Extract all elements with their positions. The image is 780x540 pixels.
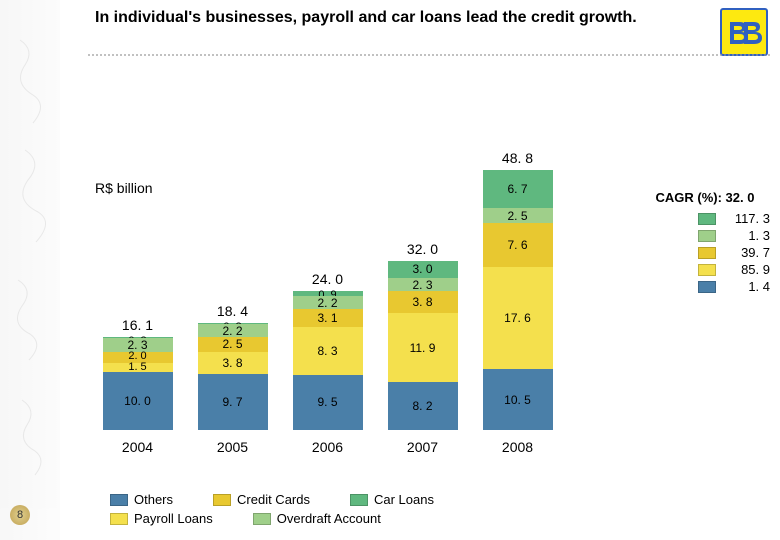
bar-segment-others: 9. 5 — [293, 375, 363, 430]
cagr-row: 85. 9 — [640, 262, 770, 277]
cagr-swatch — [698, 230, 716, 242]
bar-segment-others: 8. 2 — [388, 382, 458, 430]
bar-total: 16. 1 — [103, 317, 173, 333]
cagr-swatch — [698, 213, 716, 225]
legend-swatch — [110, 494, 128, 506]
legend-row: Others Credit Cards Car Loans — [110, 492, 434, 507]
bar-segment-credit_cards: 7. 6 — [483, 223, 553, 267]
x-category: 2007 — [388, 439, 458, 455]
bar-segment-others: 10. 5 — [483, 369, 553, 430]
segment-value: 3. 1 — [317, 311, 337, 325]
legend: Others Credit Cards Car Loans Payroll Loans… — [110, 492, 434, 530]
bar-segment-overdraft: 2. 5 — [483, 208, 553, 223]
bar: 18. 40. 22. 22. 53. 89. 7 — [198, 323, 268, 430]
legend-label: Credit Cards — [237, 492, 310, 507]
legend-row: Payroll Loans Overdraft Account — [110, 511, 434, 526]
legend-swatch — [213, 494, 231, 506]
bar: 24. 00. 92. 23. 18. 39. 5 — [293, 291, 363, 430]
cagr-panel: CAGR (%): 32. 0 117. 3 1. 3 39. 7 85. 9 1. 4 — [640, 190, 770, 294]
legend-item: Others — [110, 492, 173, 507]
segment-value: 2. 5 — [222, 337, 242, 351]
cagr-value: 117. 3 — [722, 211, 770, 226]
segment-value: 6. 7 — [507, 182, 527, 196]
x-category: 2005 — [198, 439, 268, 455]
bar: 32. 03. 02. 33. 811. 98. 2 — [388, 261, 458, 430]
segment-value: 3. 8 — [412, 295, 432, 309]
x-category: 2004 — [103, 439, 173, 455]
cagr-row: 1. 3 — [640, 228, 770, 243]
segment-value: 3. 8 — [222, 356, 242, 370]
bar-segment-payroll: 17. 6 — [483, 267, 553, 369]
bar-segment-overdraft: 2. 2 — [198, 324, 268, 337]
bar-total: 48. 8 — [483, 150, 553, 166]
bar-total: 18. 4 — [198, 303, 268, 319]
bar-segment-car_loans: 3. 0 — [388, 261, 458, 278]
x-category: 2006 — [293, 439, 363, 455]
bar-segment-credit_cards: 2. 5 — [198, 337, 268, 352]
segment-value: 9. 7 — [222, 395, 242, 409]
stacked-bar-chart: 200416. 10. 32. 32. 01. 510. 0200518. 40… — [95, 140, 575, 460]
legend-item: Payroll Loans — [110, 511, 213, 526]
cagr-value: 39. 7 — [722, 245, 770, 260]
segment-value: 17. 6 — [504, 311, 531, 325]
segment-value: 7. 6 — [507, 238, 527, 252]
segment-value: 8. 3 — [317, 344, 337, 358]
cagr-title: CAGR (%): 32. 0 — [640, 190, 770, 205]
segment-value: 9. 5 — [317, 395, 337, 409]
decorative-left-panel — [0, 0, 60, 540]
page-title: In individual's businesses, payroll and … — [95, 8, 710, 27]
legend-label: Car Loans — [374, 492, 434, 507]
cagr-swatch — [698, 264, 716, 276]
bar-segment-others: 9. 7 — [198, 374, 268, 430]
segment-value: 11. 9 — [410, 341, 436, 355]
bar-total: 24. 0 — [293, 271, 363, 287]
bar-segment-credit_cards: 3. 1 — [293, 309, 363, 327]
legend-swatch — [350, 494, 368, 506]
cagr-value: 1. 3 — [722, 228, 770, 243]
brand-logo — [720, 8, 768, 56]
legend-item: Car Loans — [350, 492, 434, 507]
page-number-badge: 8 — [10, 505, 30, 525]
bar-segment-payroll: 3. 8 — [198, 352, 268, 374]
bar-total: 32. 0 — [388, 241, 458, 257]
segment-value: 10. 0 — [124, 394, 151, 408]
segment-value: 2. 5 — [507, 209, 527, 223]
legend-item: Overdraft Account — [253, 511, 381, 526]
cagr-row: 39. 7 — [640, 245, 770, 260]
bar-segment-credit_cards: 3. 8 — [388, 291, 458, 313]
legend-label: Others — [134, 492, 173, 507]
segment-value: 2. 0 — [128, 350, 146, 362]
bar-segment-payroll: 8. 3 — [293, 327, 363, 375]
bar-segment-overdraft: 2. 2 — [293, 296, 363, 309]
legend-swatch — [253, 513, 271, 525]
legend-item: Credit Cards — [213, 492, 310, 507]
segment-value: 3. 0 — [412, 262, 432, 276]
dotted-divider — [88, 54, 770, 56]
cagr-swatch — [698, 281, 716, 293]
x-category: 2008 — [483, 439, 553, 455]
segment-value: 10. 5 — [504, 393, 531, 407]
bar: 16. 10. 32. 32. 01. 510. 0 — [103, 337, 173, 430]
legend-label: Payroll Loans — [134, 511, 213, 526]
cagr-row: 117. 3 — [640, 211, 770, 226]
bar-segment-car_loans: 6. 7 — [483, 170, 553, 209]
title-bar: In individual's businesses, payroll and … — [95, 8, 710, 27]
bar-segment-overdraft: 2. 3 — [388, 278, 458, 291]
legend-label: Overdraft Account — [277, 511, 381, 526]
bar-segment-payroll: 11. 9 — [388, 313, 458, 382]
bar-segment-others: 10. 0 — [103, 372, 173, 430]
cagr-value: 1. 4 — [722, 279, 770, 294]
legend-swatch — [110, 513, 128, 525]
bar-segment-payroll: 1. 5 — [103, 363, 173, 372]
segment-value: 2. 3 — [412, 278, 432, 292]
cagr-value: 85. 9 — [722, 262, 770, 277]
cagr-row: 1. 4 — [640, 279, 770, 294]
cagr-swatch — [698, 247, 716, 259]
bar: 48. 86. 72. 57. 617. 610. 5 — [483, 170, 553, 430]
segment-value: 8. 2 — [412, 399, 432, 413]
